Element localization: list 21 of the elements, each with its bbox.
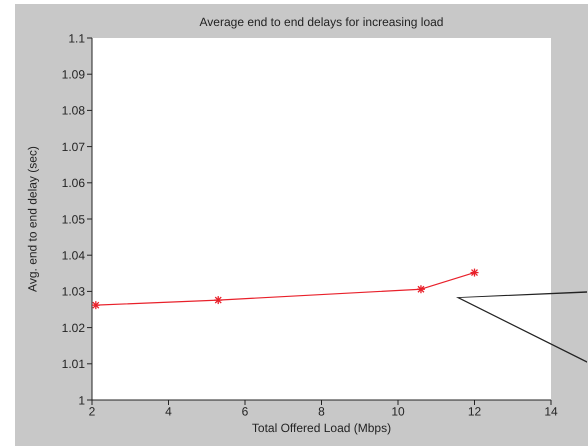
y-tick-label: 1.06 [62,176,86,190]
x-tick-label: 2 [88,404,96,419]
y-tick-label: 1.09 [62,67,86,82]
x-tick-label: 12 [468,404,482,419]
x-tick-label: 6 [242,404,249,419]
y-tick-label: 1.01 [62,357,86,372]
y-tick-label: 1.03 [62,284,86,299]
y-tick-label: 1.08 [62,104,86,118]
x-tick-label: 10 [391,404,405,419]
y-tick-label: 1.07 [62,140,86,154]
y-tick-label: 1.1 [68,31,86,46]
y-tick-label: 1.04 [62,248,86,262]
y-tick-label: 1.02 [62,320,86,335]
y-tick-label: 1.05 [62,212,86,226]
y-tick-label: 1 [78,393,86,408]
chart-title: Average end to end delays for increasing load [198,15,444,29]
y-axis-title: Avg. end to end delay (sec) [25,146,40,292]
x-tick-label: 14 [544,404,558,419]
x-tick-label: 8 [318,404,326,419]
x-tick-label: 4 [165,404,172,419]
x-axis-title: Total Offered Load (Mbps) [252,421,392,435]
